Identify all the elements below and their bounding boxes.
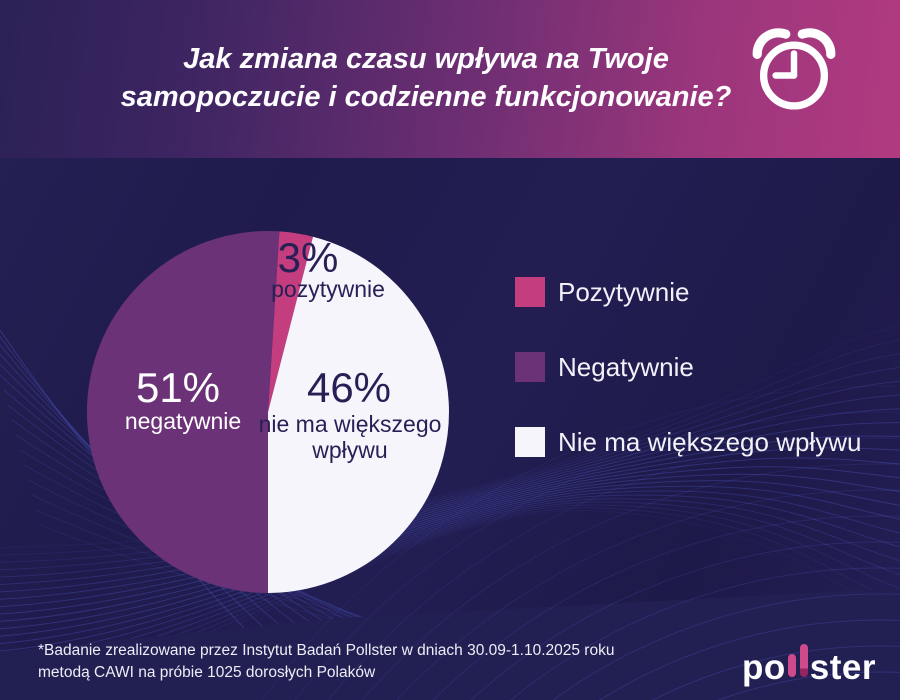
pie-chart-svg	[87, 231, 449, 593]
pie-value-label-neutral: 46%	[306, 364, 392, 411]
legend-label-negatywnie: Negatywnie	[558, 351, 694, 382]
page-title: Jak zmiana czasu wpływa na Twoje samopoc…	[0, 40, 852, 116]
legend-swatch-neutral	[515, 427, 545, 457]
legend-label-neutral: Nie ma większego wpływu	[558, 426, 862, 457]
legend-item-pozytywnie: Pozytywnie	[515, 277, 861, 307]
pie-slice-negatywnie	[87, 231, 280, 593]
logo-text-prefix: po	[742, 648, 786, 687]
survey-note: *Badanie zrealizowane przez Instytut Bad…	[38, 640, 614, 684]
pie-name-label-negatywnie: negatywnie	[124, 408, 242, 434]
logo-bar-icon	[787, 654, 796, 677]
alarm-clock-icon	[752, 28, 836, 110]
survey-note-line2: metodą CAWI na próbie 1025 dorosłych Pol…	[38, 664, 376, 681]
logo-text-suffix: ster	[809, 648, 876, 687]
legend: Pozytywnie Negatywnie Nie ma większego w…	[515, 277, 861, 502]
legend-item-neutral: Nie ma większego wpływu	[515, 427, 861, 457]
pie-chart: 3% pozytywnie 46% nie ma większego wpływ…	[87, 231, 449, 593]
legend-swatch-pozytywnie	[515, 277, 545, 307]
pie-name-label-neutral-line2: wpływu	[312, 437, 388, 463]
legend-swatch-negatywnie	[515, 352, 545, 382]
pie-name-label-neutral: nie ma większego wpływu	[259, 411, 442, 463]
pie-value-label-pozytywnie: 3%	[277, 234, 339, 281]
header-banner: Jak zmiana czasu wpływa na Twoje samopoc…	[0, 0, 900, 158]
pie-name-label-pozytywnie: pozytywnie	[271, 276, 385, 302]
pie-name-label-neutral-line1: nie ma większego	[258, 411, 442, 437]
page-title-line2: samopoczucie i codzienne funkcjonowanie?	[120, 81, 732, 113]
pie-slice-nie-ma-wi-kszego-wp-ywu	[268, 236, 449, 593]
pie-slice-pozytywnie	[268, 231, 314, 412]
pie-value-label-negatywnie: 51%	[135, 364, 221, 411]
legend-label-pozytywnie: Pozytywnie	[558, 276, 690, 307]
page-title-line1: Jak zmiana czasu wpływa na Twoje	[183, 43, 669, 75]
logo-bar-icon	[799, 644, 808, 677]
legend-item-negatywnie: Negatywnie	[515, 352, 861, 382]
survey-note-line1: *Badanie zrealizowane przez Instytut Bad…	[38, 642, 615, 659]
pollster-logo: po ster	[742, 644, 876, 685]
